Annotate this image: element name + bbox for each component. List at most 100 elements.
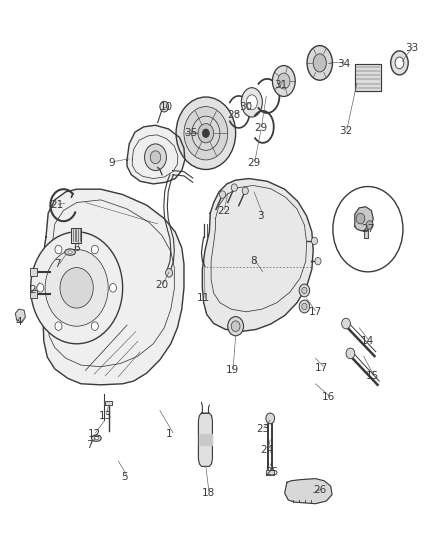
- Text: 16: 16: [322, 392, 335, 402]
- Text: 7: 7: [86, 440, 93, 450]
- Text: 32: 32: [339, 126, 353, 135]
- Text: 30: 30: [239, 102, 252, 111]
- Circle shape: [299, 300, 310, 313]
- Text: 18: 18: [201, 488, 215, 498]
- Circle shape: [91, 322, 98, 330]
- Text: 8: 8: [251, 256, 258, 266]
- Text: 33: 33: [405, 43, 418, 53]
- Ellipse shape: [307, 46, 332, 80]
- Polygon shape: [285, 479, 332, 504]
- Text: 7: 7: [53, 259, 60, 269]
- FancyBboxPatch shape: [30, 268, 37, 276]
- Ellipse shape: [272, 66, 295, 96]
- Circle shape: [333, 187, 403, 272]
- Text: 23: 23: [256, 424, 269, 434]
- Circle shape: [166, 269, 173, 277]
- Ellipse shape: [246, 95, 257, 110]
- Circle shape: [110, 284, 117, 292]
- Text: 13: 13: [99, 411, 112, 421]
- Ellipse shape: [313, 54, 326, 72]
- Circle shape: [346, 348, 355, 359]
- Circle shape: [150, 151, 161, 164]
- Text: 3: 3: [257, 211, 264, 221]
- Polygon shape: [127, 125, 185, 184]
- Ellipse shape: [94, 437, 99, 440]
- Polygon shape: [198, 413, 212, 466]
- Text: 15: 15: [366, 371, 379, 381]
- Circle shape: [184, 107, 228, 160]
- Ellipse shape: [395, 57, 404, 69]
- Circle shape: [160, 101, 169, 112]
- Circle shape: [145, 144, 166, 171]
- Circle shape: [55, 322, 62, 330]
- Circle shape: [231, 184, 237, 191]
- Circle shape: [302, 287, 307, 294]
- Circle shape: [198, 124, 214, 143]
- FancyBboxPatch shape: [30, 290, 37, 298]
- Text: 34: 34: [337, 59, 350, 69]
- Circle shape: [219, 191, 226, 198]
- Text: 11: 11: [197, 294, 210, 303]
- Ellipse shape: [391, 51, 408, 75]
- Circle shape: [266, 413, 275, 424]
- Polygon shape: [199, 434, 212, 445]
- Ellipse shape: [92, 435, 101, 441]
- Ellipse shape: [65, 249, 75, 255]
- Text: 4: 4: [15, 318, 22, 327]
- Text: 22: 22: [217, 206, 230, 215]
- Text: 6: 6: [73, 243, 80, 253]
- Text: 14: 14: [361, 336, 374, 346]
- Text: 1: 1: [165, 430, 172, 439]
- Text: 21: 21: [50, 200, 64, 210]
- Polygon shape: [202, 179, 313, 332]
- Text: 17: 17: [315, 363, 328, 373]
- Circle shape: [311, 237, 318, 245]
- Polygon shape: [355, 64, 381, 91]
- Circle shape: [356, 213, 365, 224]
- Ellipse shape: [68, 251, 72, 253]
- Text: 9: 9: [108, 158, 115, 167]
- Text: 28: 28: [228, 110, 241, 119]
- Text: 2: 2: [29, 286, 36, 295]
- Text: 29: 29: [254, 123, 267, 133]
- Polygon shape: [355, 207, 373, 231]
- Circle shape: [91, 245, 98, 254]
- Circle shape: [37, 284, 44, 292]
- Circle shape: [315, 257, 321, 265]
- Polygon shape: [43, 189, 184, 385]
- Text: 27: 27: [361, 224, 374, 234]
- Text: 29: 29: [247, 158, 261, 167]
- Text: 26: 26: [313, 486, 326, 495]
- Text: 5: 5: [121, 472, 128, 482]
- Circle shape: [231, 321, 240, 332]
- Circle shape: [228, 317, 244, 336]
- Ellipse shape: [278, 73, 290, 89]
- Polygon shape: [266, 470, 274, 475]
- Text: 31: 31: [274, 80, 287, 90]
- Text: 35: 35: [184, 128, 197, 138]
- Circle shape: [60, 268, 93, 308]
- Text: 12: 12: [88, 430, 101, 439]
- Circle shape: [31, 232, 123, 344]
- Circle shape: [366, 221, 373, 229]
- Circle shape: [176, 97, 236, 169]
- Circle shape: [45, 249, 108, 326]
- Text: 24: 24: [261, 446, 274, 455]
- Text: 20: 20: [155, 280, 169, 290]
- Polygon shape: [15, 309, 25, 322]
- Circle shape: [242, 187, 248, 195]
- Polygon shape: [105, 401, 112, 405]
- Polygon shape: [71, 228, 81, 243]
- Ellipse shape: [241, 87, 262, 117]
- Text: 17: 17: [309, 307, 322, 317]
- Circle shape: [192, 116, 220, 150]
- Circle shape: [55, 245, 62, 254]
- Polygon shape: [364, 230, 368, 238]
- Text: 25: 25: [265, 467, 278, 477]
- Circle shape: [202, 129, 209, 138]
- Text: 10: 10: [160, 102, 173, 111]
- Circle shape: [299, 284, 310, 297]
- Circle shape: [302, 303, 307, 310]
- Circle shape: [342, 318, 350, 329]
- Text: 19: 19: [226, 366, 239, 375]
